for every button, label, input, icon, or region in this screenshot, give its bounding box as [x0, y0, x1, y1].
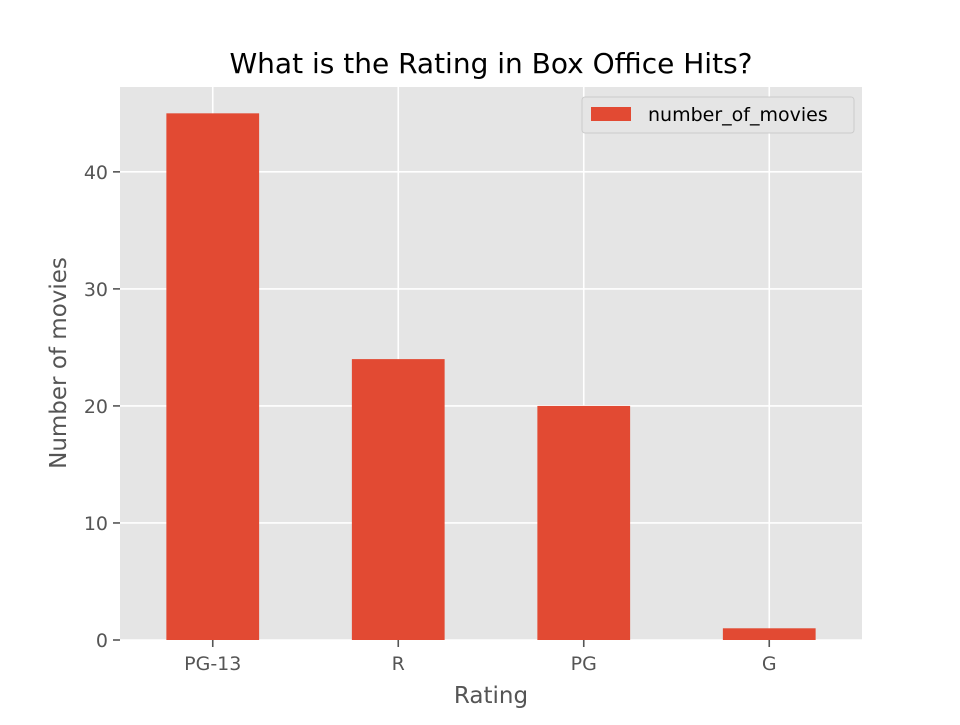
x-tick-label: G [762, 653, 777, 675]
y-axis: 0 10 20 30 40 [84, 162, 120, 652]
legend-label: number_of_movies [648, 104, 828, 126]
x-tick-label: PG [571, 653, 597, 675]
bar-r [351, 359, 445, 640]
bar-pg [537, 405, 631, 640]
y-tick-label: 0 [96, 630, 108, 652]
legend-swatch [591, 107, 631, 121]
x-axis-label: Rating [454, 683, 528, 709]
bars [166, 113, 816, 641]
x-tick-label: R [392, 653, 405, 675]
y-tick-label: 40 [84, 162, 108, 184]
chart-title: What is the Rating in Box Office Hits? [229, 47, 752, 80]
bar-g [722, 628, 816, 640]
y-tick-label: 30 [84, 279, 108, 301]
x-axis: PG-13 R PG G [184, 640, 777, 675]
legend-box [581, 96, 855, 134]
legend: number_of_movies [581, 96, 855, 134]
y-tick-label: 20 [84, 396, 108, 418]
y-tick-label: 10 [84, 513, 108, 535]
y-axis-label: Number of movies [46, 257, 72, 469]
bar-pg-13 [166, 113, 260, 641]
x-tick-label: PG-13 [184, 653, 241, 675]
